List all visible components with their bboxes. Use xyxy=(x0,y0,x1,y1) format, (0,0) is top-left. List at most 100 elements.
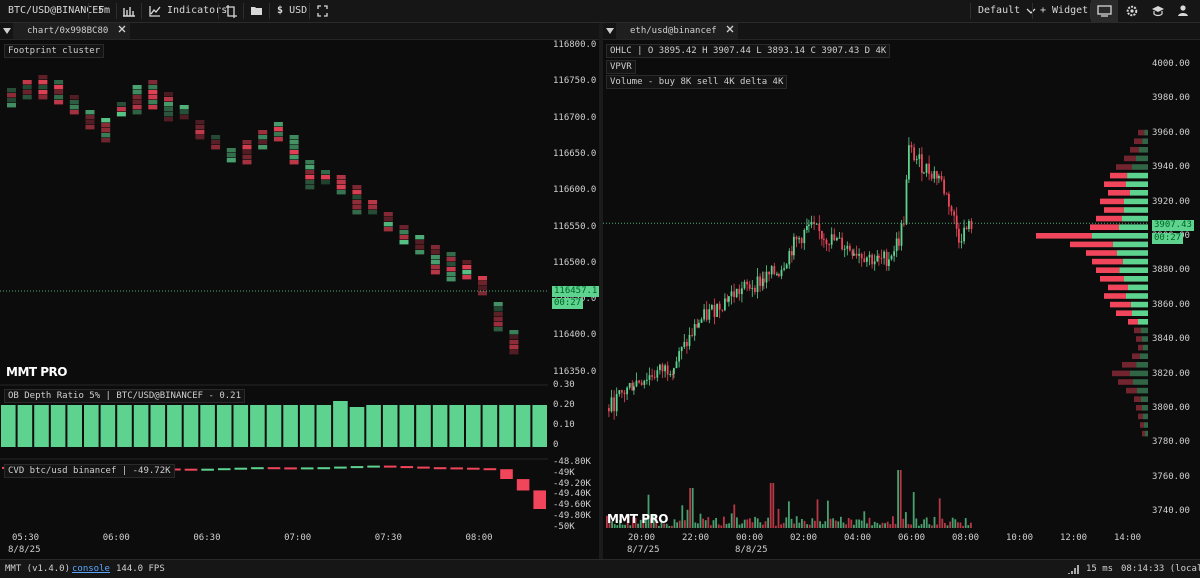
volume-bar xyxy=(795,516,798,528)
cvd-bar xyxy=(417,466,430,469)
tab-right-chart[interactable]: eth/usd@binancef xyxy=(616,23,739,39)
chart-type-button[interactable] xyxy=(122,0,136,22)
volume-bar xyxy=(829,518,832,528)
ob-depth-bar xyxy=(466,405,481,447)
screen-mode-button[interactable] xyxy=(1091,0,1118,22)
drawing-tools-button[interactable] xyxy=(225,0,237,22)
candle-body xyxy=(631,383,634,391)
footprint-cell xyxy=(242,140,252,145)
fullscreen-icon xyxy=(317,5,328,17)
currency-button[interactable]: $ USD xyxy=(277,0,307,22)
date-label: 8/8/25 xyxy=(735,545,768,555)
dollar-icon: $ xyxy=(277,5,284,16)
volume-bar xyxy=(936,524,938,528)
candle-body xyxy=(613,397,615,412)
candle-body xyxy=(664,365,666,372)
vpvr-sell-bar xyxy=(1110,301,1131,308)
vpvr-buy-bar xyxy=(1145,430,1148,437)
footprint-cell xyxy=(399,240,409,245)
ob-depth-bar xyxy=(50,405,66,447)
fullscreen-button[interactable] xyxy=(317,0,328,22)
ob-depth-bar xyxy=(117,405,132,447)
cvd-bar xyxy=(500,469,513,479)
candle-body xyxy=(656,370,659,378)
volume-bar xyxy=(738,524,741,528)
console-link[interactable]: console xyxy=(72,564,110,574)
price-tick: 116350.0 xyxy=(553,366,597,377)
footprint-cell xyxy=(132,90,142,95)
candle-body xyxy=(841,237,843,250)
ob-depth-bar xyxy=(67,405,82,447)
ob-depth-bar xyxy=(299,405,315,447)
footprint-cell xyxy=(493,317,503,322)
volume-bar xyxy=(613,524,616,528)
price-tick: 116800.0 xyxy=(553,40,597,50)
footprint-cell xyxy=(22,95,32,100)
close-icon[interactable] xyxy=(726,25,734,33)
right-chart-pane[interactable]: OHLC | O 3895.42 H 3907.44 L 3893.14 C 3… xyxy=(603,40,1200,559)
footprint-cell xyxy=(7,93,16,98)
vpvr-buy-bar xyxy=(1142,336,1148,342)
panel-resize-handle[interactable] xyxy=(599,23,603,559)
volume-bar xyxy=(957,522,959,528)
candle-body xyxy=(843,248,846,250)
candle-body xyxy=(716,303,718,317)
panel-menu-icon[interactable] xyxy=(606,27,614,35)
volume-bar xyxy=(907,524,910,528)
watermark: MMT PRO xyxy=(607,512,668,526)
add-widget-button[interactable]: + Widget xyxy=(1040,5,1089,16)
indicators-button[interactable]: Indicators xyxy=(149,0,227,22)
footprint-chart[interactable] xyxy=(0,40,599,559)
candlestick-chart[interactable] xyxy=(603,40,1200,559)
candle-body xyxy=(836,238,838,241)
candle-body xyxy=(718,303,721,310)
candle-body xyxy=(673,368,675,374)
footprint-cell xyxy=(383,217,393,222)
ob-depth-bar xyxy=(382,405,398,447)
time-tick: 12:00 xyxy=(1060,533,1088,543)
academy-button[interactable] xyxy=(1151,0,1165,22)
layout-selector[interactable]: Default xyxy=(978,0,1036,22)
footprint-cell xyxy=(430,270,440,275)
volume-bar xyxy=(754,516,756,528)
left-chart-pane[interactable]: Footprint cluster MMT PRO 116800.0 116750… xyxy=(0,40,599,559)
footprint-cell xyxy=(132,85,142,90)
settings-button[interactable] xyxy=(1126,0,1138,22)
vpvr-buy-bar xyxy=(1141,396,1148,402)
volume-bar xyxy=(616,525,619,528)
volume-bar xyxy=(645,517,647,528)
volume-bar xyxy=(637,523,639,528)
chevron-down-icon xyxy=(1026,8,1036,14)
volume-bar xyxy=(746,519,749,528)
account-button[interactable] xyxy=(1177,0,1189,22)
candle-body xyxy=(698,322,700,328)
ob-depth-bar xyxy=(333,401,348,447)
volume-bar xyxy=(845,524,847,528)
indicators-label: Indicators xyxy=(167,5,228,16)
footprint-cell xyxy=(7,103,16,108)
vpvr-buy-bar xyxy=(1119,224,1148,230)
footprint-cell xyxy=(101,128,111,133)
tab-left-chart[interactable]: chart/0x998BC80 xyxy=(13,23,130,39)
ob-depth-bar xyxy=(532,405,547,447)
panel-menu-icon[interactable] xyxy=(3,27,11,35)
footprint-cell xyxy=(399,235,409,240)
vpvr-sell-bar xyxy=(1134,396,1141,402)
footprint-cell xyxy=(101,138,111,143)
ob-depth-bar xyxy=(266,405,282,447)
open-layout-button[interactable] xyxy=(250,0,263,22)
vpvr-sell-bar xyxy=(1130,147,1139,153)
volume-bar xyxy=(879,524,881,528)
symbol-selector[interactable]: BTC/USD@BINANCEF xyxy=(8,5,105,16)
footprint-cell xyxy=(305,185,315,190)
candle-body xyxy=(876,255,879,262)
footprint-cell xyxy=(336,175,346,180)
candle-body xyxy=(608,408,610,412)
ob-depth-bar xyxy=(515,405,531,447)
close-icon[interactable] xyxy=(118,25,126,33)
vpvr-buy-bar xyxy=(1137,387,1148,394)
candle-body xyxy=(693,324,696,336)
candle-body xyxy=(626,387,628,395)
interval-selector[interactable]: 5m xyxy=(98,5,111,16)
volume-bar xyxy=(925,517,928,528)
